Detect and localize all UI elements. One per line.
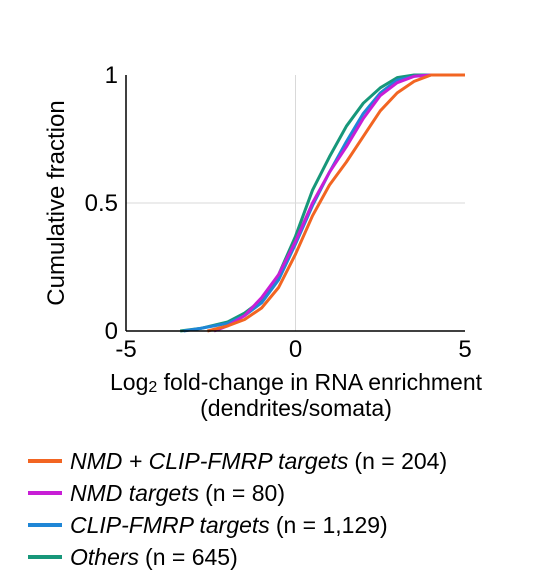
legend-item-clip-fmrp: CLIP-FMRP targets (n = 1,129) [28, 509, 538, 541]
y-axis-label: Cumulative fraction [43, 100, 70, 305]
legend-label-clip-fmrp: CLIP-FMRP targets [70, 511, 270, 538]
x-axis-label-main: Log [110, 369, 148, 395]
legend-label-nmd: NMD targets [70, 479, 200, 506]
x-axis-label: Log2 fold-change in RNA enrichment [110, 369, 483, 396]
legend-item-nmd: NMD targets (n = 80) [28, 477, 538, 509]
x-axis-label-subscript: 2 [148, 379, 157, 396]
y-tick-label-1: 0.5 [85, 190, 118, 217]
series-line-3 [180, 73, 465, 333]
cdf-chart: -5 0 500.51 Cumulative fraction Log2 fold-… [43, 62, 483, 421]
legend-label-others: Others [70, 543, 140, 570]
legend-swatch-nmd-clip-fmrp [28, 459, 62, 463]
legend-swatch-clip-fmrp [28, 523, 62, 527]
legend: NMD + CLIP-FMRP targets (n = 204) NMD ta… [28, 445, 538, 573]
x-axis-label-rest: fold-change in RNA enrichment [157, 369, 482, 395]
legend-swatch-nmd [28, 491, 62, 495]
x-axis-label-line2: (dendrites/somata) [200, 395, 392, 421]
y-tick-label-0: 0 [105, 318, 118, 345]
series-lines [180, 73, 465, 333]
series-line-1 [213, 73, 465, 333]
x-tick-label-0: -5 [115, 336, 136, 363]
y-tick-label-2: 1 [105, 62, 118, 89]
legend-swatch-others [28, 555, 62, 559]
x-tick-label-1: 0 [289, 336, 302, 363]
legend-count-nmd: (n = 80) [205, 479, 285, 506]
x-tick-label-2: 5 [458, 336, 471, 363]
legend-count-others: (n = 645) [145, 543, 238, 570]
tick-labels: -5 0 500.51 [85, 62, 472, 363]
axes [125, 75, 465, 332]
legend-count-clip-fmrp: (n = 1,129) [275, 511, 388, 538]
series-line-0 [207, 73, 465, 333]
legend-item-others: Others (n = 645) [28, 541, 538, 573]
grid-lines [126, 75, 465, 331]
legend-item-nmd-clip-fmrp: NMD + CLIP-FMRP targets (n = 204) [28, 445, 538, 477]
legend-count-nmd-clip-fmrp: (n = 204) [354, 447, 448, 474]
legend-label-nmd-clip-fmrp: NMD + CLIP-FMRP targets [70, 447, 349, 474]
